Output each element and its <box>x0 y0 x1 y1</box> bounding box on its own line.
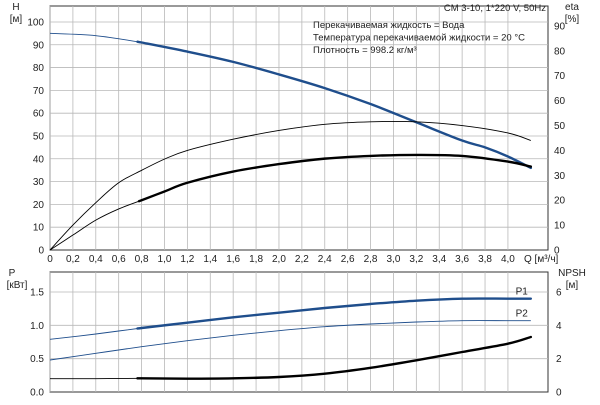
x-tick-label: 0 <box>47 254 53 265</box>
top-series-line-0 <box>49 32 532 169</box>
y-left-tick-label: 90 <box>33 40 45 51</box>
bottom-y-right-tick-label: 2 <box>556 354 562 365</box>
y-right-tick-label: 60 <box>554 96 566 107</box>
top-series-bold-0 <box>136 40 533 170</box>
y-right-tick-label: 70 <box>554 71 566 82</box>
bottom-series-line-0 <box>49 298 531 340</box>
x-tick-label: 2,6 <box>341 254 355 265</box>
y-left-tick-label: 10 <box>33 223 45 234</box>
bottom-y-left-tick-label: 0.0 <box>30 388 44 399</box>
x-tick-label: 3,0 <box>386 254 400 265</box>
y-right-tick-label: 40 <box>554 146 566 157</box>
bottom-series-bold-0 <box>136 297 533 330</box>
bottom-y-left-axis-unit: [кВт] <box>7 280 28 291</box>
y-left-tick-label: 80 <box>33 63 45 74</box>
x-tick-label: 2,2 <box>295 254 309 265</box>
y-left-tick-label: 100 <box>27 17 44 28</box>
bottom-y-right-tick-label: 6 <box>556 288 562 299</box>
bottom-y-right-axis-unit: [м] <box>566 280 579 291</box>
y-right-tick-label: 90 <box>554 21 566 32</box>
bottom-y-right-axis-title: NPSH <box>558 268 586 279</box>
y-right-tick-label: 30 <box>554 171 566 182</box>
y-right-tick-label: 50 <box>554 121 566 132</box>
x-tick-label: 4,0 <box>501 254 515 265</box>
y-right-tick-label: 80 <box>554 46 566 57</box>
bottom-y-left-tick-label: 1.0 <box>30 321 44 332</box>
x-tick-label: 3,6 <box>455 254 469 265</box>
y-left-tick-label: 30 <box>33 177 45 188</box>
top-series-line-1 <box>49 120 531 251</box>
x-tick-label: 3,4 <box>432 254 446 265</box>
info-line: Плотность = 998.2 кг/м³ <box>313 45 417 56</box>
bottom-series-bold-2 <box>136 335 533 380</box>
chart-header: CM 3-10, 1*220 V, 50Hz <box>444 3 546 14</box>
series-label-p2: P2 <box>516 309 529 320</box>
y-right-tick-label: 0 <box>554 246 560 257</box>
bottom-y-left-tick-label: 1.5 <box>30 288 44 299</box>
x-axis-title: Q [м³/ч] <box>524 254 559 265</box>
bottom-series-line-2 <box>49 336 531 380</box>
y-left-tick-label: 20 <box>33 200 45 211</box>
x-tick-label: 3,8 <box>478 254 492 265</box>
y-right-tick-label: 20 <box>554 196 566 207</box>
x-tick-label: 1,0 <box>158 254 172 265</box>
y-left-tick-label: 0 <box>38 246 44 257</box>
series-label-p1: P1 <box>516 287 529 298</box>
bottom-y-right-tick-label: 4 <box>556 321 562 332</box>
y-left-axis-title: H <box>12 2 19 13</box>
bottom-y-left-axis-title: P <box>9 268 16 279</box>
bottom-y-left-tick-label: 0.5 <box>30 354 44 365</box>
y-left-tick-label: 70 <box>33 86 45 97</box>
x-tick-label: 1,8 <box>249 254 263 265</box>
x-tick-label: 1,6 <box>226 254 240 265</box>
x-tick-label: 2,0 <box>272 254 286 265</box>
y-right-axis-unit: [%] <box>565 14 580 25</box>
y-right-axis-title: eta <box>565 2 579 13</box>
x-tick-label: 0,8 <box>135 254 149 265</box>
x-tick-label: 0,6 <box>112 254 126 265</box>
y-left-tick-label: 50 <box>33 131 45 142</box>
x-tick-label: 3,2 <box>409 254 423 265</box>
x-tick-label: 1,4 <box>203 254 217 265</box>
bottom-series-line-1 <box>49 320 531 361</box>
y-right-tick-label: 10 <box>554 221 566 232</box>
x-tick-label: 1,2 <box>180 254 194 265</box>
bottom-plot-frame <box>49 271 549 393</box>
y-left-axis-unit: [м] <box>10 14 23 25</box>
x-tick-label: 2,8 <box>364 254 378 265</box>
x-tick-label: 2,4 <box>318 254 332 265</box>
x-tick-label: 0,2 <box>66 254 80 265</box>
info-line: Температура перекачиваемой жидкости = 20… <box>313 33 525 44</box>
top-series-line-2 <box>49 154 531 251</box>
top-series-bold-2 <box>137 153 533 203</box>
y-left-tick-label: 60 <box>33 109 45 120</box>
info-line: Перекачиваемая жидкость = Вода <box>313 20 465 31</box>
y-left-tick-label: 40 <box>33 154 45 165</box>
bottom-y-right-tick-label: 0 <box>556 388 562 399</box>
x-tick-label: 0,4 <box>89 254 103 265</box>
